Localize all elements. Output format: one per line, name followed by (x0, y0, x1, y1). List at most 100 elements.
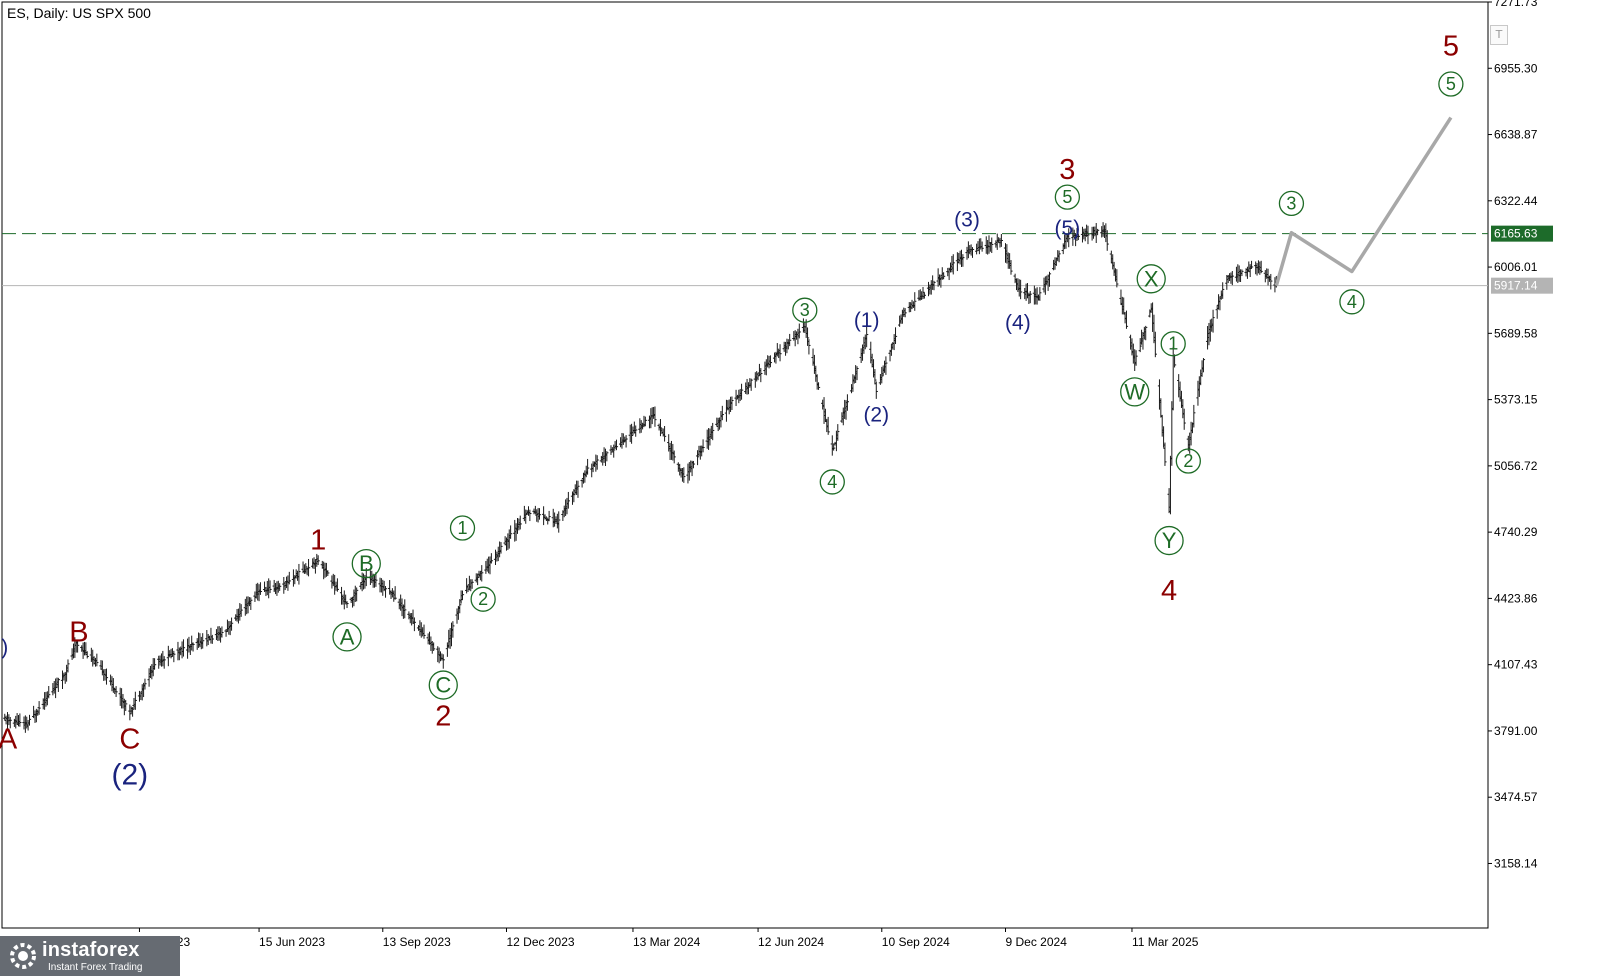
wave-label-ring (1438, 71, 1464, 97)
x-tick-label: 10 Sep 2024 (882, 935, 950, 949)
ohlc-bar (172, 650, 176, 663)
ohlc-bar (653, 406, 657, 427)
y-tick-label: 5373.15 (1494, 393, 1538, 407)
wave-label: X (1136, 264, 1166, 294)
price-level-label: 6165.63 (1494, 227, 1538, 241)
ohlc-bar (355, 587, 359, 602)
wave-label-ring (1120, 377, 1150, 407)
x-tick-label: 12 Jun 2024 (758, 935, 824, 949)
wave-label-text: 1 (310, 525, 326, 557)
ohlc-bar (37, 701, 41, 715)
ohlc-bar (778, 344, 782, 362)
ohlc-bar (85, 651, 89, 659)
wave-label: A (0, 724, 18, 756)
ohlc-bar (1138, 338, 1142, 353)
ohlc-bar (458, 599, 462, 614)
ohlc-bar (1124, 310, 1129, 329)
ohlc-bar (1192, 404, 1196, 428)
ohlc-bar (990, 237, 994, 254)
ohlc-bar (816, 382, 821, 390)
ohlc-bar (672, 450, 676, 464)
ohlc-bar (970, 247, 975, 258)
ohlc-bar (1075, 227, 1079, 242)
wave-label: C (428, 670, 458, 700)
wave-label-text: X (1144, 266, 1159, 291)
ohlc-bar (1067, 228, 1071, 248)
wave-label: ) (1, 636, 8, 659)
wave-label: (5) (1055, 217, 1081, 240)
y-tick-label: 6322.44 (1494, 194, 1538, 208)
wave-label: (3) (954, 209, 980, 232)
wave-label: 2 (435, 700, 451, 732)
wave-label-ring (792, 297, 818, 323)
wave-label-text: 5 (1446, 74, 1456, 94)
trade-panel-button[interactable]: T (1490, 25, 1508, 45)
ohlc-bar (566, 491, 570, 509)
wave-label-text: 1 (458, 518, 468, 538)
ohlc-bar (797, 323, 801, 339)
ohlc-bar (629, 423, 634, 444)
y-tick-label: 6638.87 (1494, 128, 1538, 142)
wave-label: (2) (112, 759, 149, 792)
ohlc-bar (1221, 282, 1225, 299)
ohlc-bar (1163, 442, 1167, 466)
ohlc-bar (162, 656, 166, 669)
ohlc-bar (836, 424, 840, 441)
ohlc-bar (1086, 225, 1090, 245)
x-tick-label: 13 Sep 2023 (383, 935, 451, 949)
ohlc-bar (980, 241, 984, 252)
ohlc-bar (306, 558, 311, 577)
wave-label: 1 (449, 515, 476, 541)
ohlc-bar (1038, 287, 1042, 301)
wave-label-text: 2 (435, 700, 451, 732)
wave-label-text: 2 (1183, 451, 1193, 471)
ohlc-bar (1182, 408, 1186, 430)
ohlc-bar (1115, 269, 1119, 288)
wave-label: 5 (1438, 71, 1464, 97)
ohlc-bar (76, 640, 80, 653)
ohlc-bar (605, 451, 609, 462)
ohlc-bar (95, 653, 99, 667)
y-tick-label: 5056.72 (1494, 459, 1538, 473)
ohlc-bar (480, 565, 484, 582)
ohlc-bar (422, 624, 426, 639)
y-tick-label: 6006.01 (1494, 260, 1538, 274)
ohlc-bar (1019, 279, 1023, 300)
ohlc-bar (383, 586, 388, 598)
ohlc-bar (1009, 260, 1013, 275)
ohlc-bar (239, 604, 243, 617)
ohlc-bar (1269, 273, 1273, 290)
wave-label-text: 2 (478, 589, 488, 609)
wave-label-ring (1160, 331, 1186, 357)
wave-label: 1 (310, 525, 326, 557)
ohlc-bar (56, 677, 60, 692)
ohlc-bar (441, 654, 445, 669)
wave-label-ring (1339, 289, 1365, 315)
ohlc-bar (152, 658, 157, 670)
wave-label-text: A (0, 724, 18, 756)
ohlc-bar (499, 542, 503, 554)
y-tick-label: 3474.57 (1494, 790, 1538, 804)
wave-label-text: A (340, 624, 355, 649)
x-tick-label: 11 Mar 2025 (1132, 935, 1199, 949)
wave-label-text: B (69, 617, 88, 649)
ohlc-bar (873, 369, 877, 385)
logo-tagline: Instant Forex Trading (48, 962, 143, 973)
ohlc-bar (805, 327, 810, 346)
ohlc-bar (634, 425, 638, 437)
ohlc-bar (393, 586, 397, 600)
ohlc-bar (451, 621, 455, 638)
ohlc-bar (1057, 250, 1061, 263)
y-tick-label: 4423.86 (1494, 591, 1538, 605)
ohlc-bar (518, 515, 522, 530)
ohlc-bar (1144, 325, 1148, 341)
ohlc-bar (643, 416, 647, 427)
ohlc-bar (884, 356, 888, 375)
ohlc-bar (114, 686, 118, 697)
wave-label-text: (5) (1055, 217, 1081, 240)
ohlc-bar (730, 396, 734, 410)
ohlc-bar (412, 617, 416, 632)
ohlc-bar (595, 455, 599, 470)
